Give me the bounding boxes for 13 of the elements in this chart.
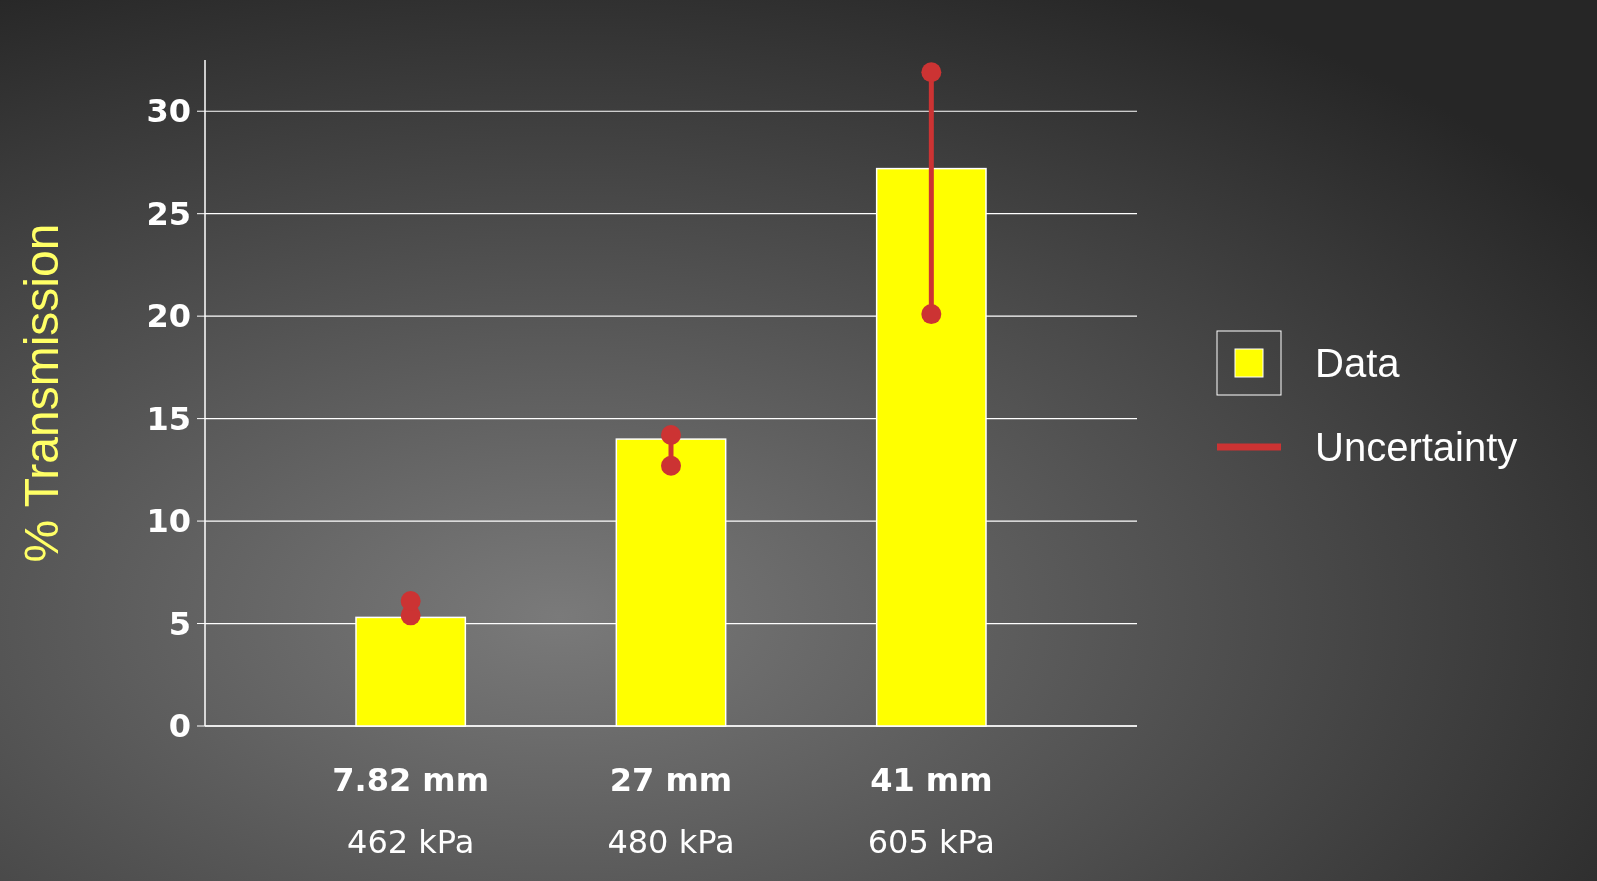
y-tick-label: 15: [146, 399, 191, 438]
x-tick-label: 27 mm 480 kPa: [607, 761, 735, 861]
legend-label: Uncertainty: [1315, 425, 1518, 469]
y-tick-label: 20: [146, 297, 191, 336]
x-tick-label: 7.82 mm 462 kPa: [332, 761, 490, 861]
x-tick-label: 41 mm 605 kPa: [867, 761, 995, 861]
y-axis-title: % Transmission: [15, 223, 68, 563]
y-tick-label: 30: [146, 92, 191, 131]
y-tick-label: 25: [146, 194, 191, 233]
legend-label: Data: [1315, 341, 1401, 385]
y-tick-label: 5: [168, 604, 191, 643]
y-tick-label: 0: [168, 707, 191, 746]
y-tick-label: 10: [146, 502, 191, 541]
